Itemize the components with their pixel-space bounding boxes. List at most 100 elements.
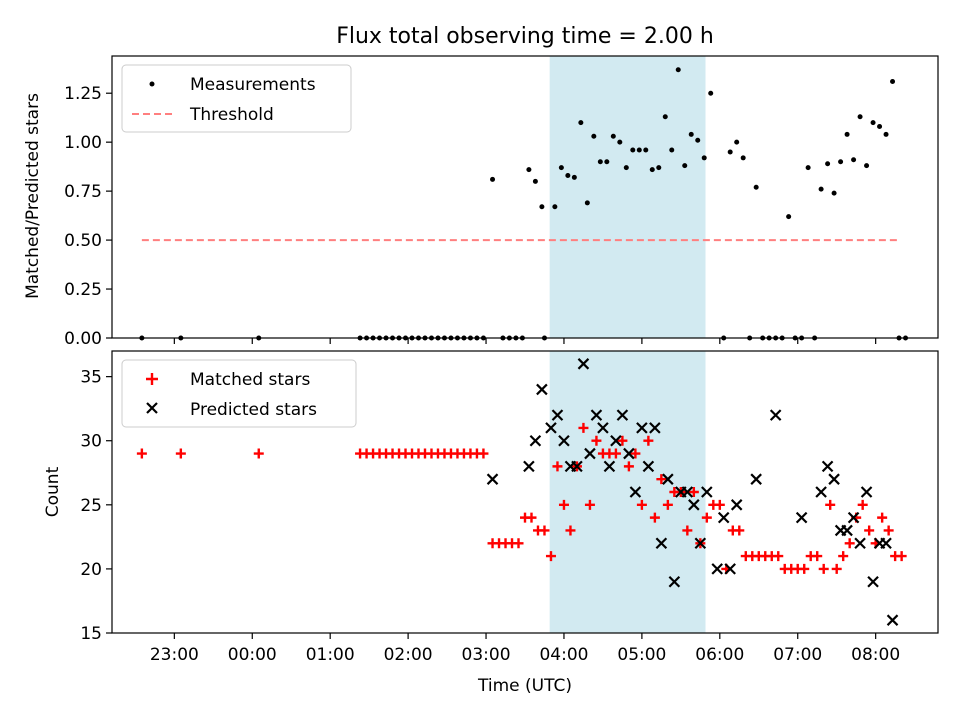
predicted-star-marker — [847, 511, 860, 524]
predicted-star-marker — [841, 524, 853, 537]
predicted-star-marker — [711, 563, 723, 575]
matched-star-marker — [478, 448, 489, 459]
measurement-point — [610, 133, 616, 139]
legend-measurements-label: Measurements — [190, 75, 316, 95]
matched-star-marker — [656, 474, 667, 485]
matched-star-marker — [636, 499, 647, 510]
measurement-point — [604, 159, 610, 165]
legend-matched-marker — [146, 373, 158, 385]
matched-star-marker — [825, 499, 836, 510]
measurement-point — [831, 190, 837, 196]
bottom-legend: Matched stars Predicted stars — [121, 359, 357, 428]
top-ytick-label: 0.25 — [64, 280, 102, 300]
matched-star-marker — [734, 525, 745, 536]
predicted-star-marker — [724, 563, 736, 575]
measurement-point — [883, 131, 889, 137]
matched-star-marker — [844, 538, 855, 549]
legend-threshold-label: Threshold — [189, 105, 274, 125]
measurement-point — [805, 165, 811, 171]
xtick-label: 00:00 — [228, 645, 277, 665]
matched-star-marker — [558, 499, 569, 510]
top-legend-box — [121, 64, 352, 133]
bottom-panel: Count 15 20 25 30 35 23:00 00:00 01:00 02:00 03:… — [43, 350, 939, 696]
top-ytick-label: 0.00 — [64, 329, 102, 349]
xtick-label: 06:00 — [695, 645, 744, 665]
measurement-point — [565, 172, 571, 178]
measurement-point — [851, 157, 857, 163]
bottom-yticks: Count 15 20 25 30 35 — [43, 368, 112, 644]
bottom-ytick-label: 30 — [80, 432, 102, 452]
top-yticks: Matched/Predicted stars 0.00 0.25 0.50 0.75… — [23, 84, 877, 349]
top-marks — [139, 67, 909, 341]
measurement-point — [656, 165, 662, 171]
measurement-point — [649, 167, 655, 173]
xtick-label: 03:00 — [462, 645, 511, 665]
measurement-point — [591, 133, 597, 139]
matched-star-marker — [253, 448, 264, 459]
top-ytick-label: 0.50 — [64, 231, 102, 251]
predicted-star-marker — [629, 486, 642, 498]
top-ytick-label: 1.25 — [64, 84, 102, 104]
measurement-point — [539, 204, 545, 210]
predicted-star-marker — [486, 473, 499, 485]
predicted-star-marker — [854, 537, 866, 550]
predicted-star-marker — [828, 473, 840, 485]
measurement-point — [669, 147, 675, 153]
predicted-star-marker — [694, 537, 707, 550]
measurement-point — [682, 163, 688, 169]
top-axes-frame — [111, 55, 939, 339]
matched-star-marker — [617, 435, 628, 446]
predicted-star-marker — [668, 575, 681, 588]
xticks: 23:00 00:00 01:00 02:00 03:00 04:00 05:00 06:00… — [150, 633, 900, 665]
measurement-point — [734, 139, 740, 145]
measurement-point — [636, 147, 642, 153]
matched-star-marker — [883, 525, 894, 536]
xtick-label: 07:00 — [773, 645, 822, 665]
predicted-star-marker — [551, 409, 564, 421]
top-ytick-label: 1.00 — [64, 133, 102, 153]
measurement-point — [571, 174, 577, 180]
measurement-point — [877, 124, 883, 129]
top-panel: Matched/Predicted stars 0.00 0.25 0.50 0.75… — [23, 55, 939, 349]
measurement-point — [701, 155, 707, 161]
top-legend: Measurements Threshold — [121, 64, 352, 133]
matched-star-marker — [584, 499, 595, 510]
legend-measurements-marker — [149, 81, 155, 87]
measurement-point — [688, 131, 694, 137]
predicted-star-marker — [655, 537, 668, 550]
measurement-point — [623, 165, 629, 171]
measurement-point — [643, 147, 649, 153]
predicted-star-marker — [536, 383, 548, 396]
matched-star-marker — [799, 563, 810, 574]
xtick-label: 01:00 — [306, 645, 355, 665]
measurement-point — [490, 176, 496, 182]
matched-star-marker — [662, 499, 673, 510]
predicted-star-marker — [701, 486, 713, 498]
bottom-ylabel: Count — [43, 466, 63, 517]
predicted-star-marker — [558, 434, 570, 447]
measurement-point — [662, 114, 668, 120]
bottom-ytick-label: 25 — [80, 496, 102, 516]
measurement-point — [740, 155, 746, 161]
xtick-label: 23:00 — [150, 645, 199, 665]
measurement-point — [870, 120, 876, 126]
matched-star-marker — [838, 551, 849, 562]
measurement-point — [890, 78, 896, 84]
predicted-star-marker — [545, 422, 557, 434]
predicted-star-marker — [529, 434, 542, 447]
measurement-point — [838, 159, 844, 165]
bottom-ytick-label: 20 — [80, 560, 102, 580]
measurement-point — [617, 139, 623, 145]
predicted-star-marker — [616, 409, 629, 421]
matched-star-marker — [688, 487, 699, 497]
matched-star-marker — [545, 551, 556, 562]
top-ylabel: Matched/Predicted stars — [23, 93, 43, 299]
predicted-star-marker — [821, 460, 834, 473]
matched-star-marker — [630, 448, 641, 459]
measurement-point — [753, 184, 759, 190]
predicted-star-marker — [642, 460, 655, 473]
bottom-marks — [136, 358, 907, 626]
matched-star-marker — [857, 499, 868, 510]
measurement-point — [578, 120, 584, 126]
